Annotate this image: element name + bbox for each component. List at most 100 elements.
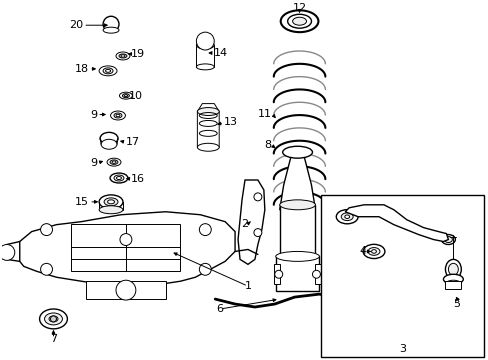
Bar (71, 224, 180, 271)
Ellipse shape (104, 198, 118, 206)
Text: 5: 5 (452, 299, 459, 309)
Ellipse shape (279, 255, 315, 264)
Text: 20: 20 (69, 20, 83, 30)
Ellipse shape (292, 17, 306, 25)
Circle shape (196, 32, 214, 50)
Polygon shape (197, 104, 219, 147)
Circle shape (120, 234, 132, 246)
Ellipse shape (196, 64, 214, 70)
Ellipse shape (116, 114, 120, 117)
Text: 9: 9 (90, 109, 97, 120)
Ellipse shape (362, 244, 384, 258)
Ellipse shape (107, 200, 114, 204)
Polygon shape (279, 150, 315, 210)
Ellipse shape (280, 10, 318, 32)
Text: 1: 1 (244, 281, 251, 291)
Ellipse shape (282, 146, 312, 158)
Ellipse shape (107, 158, 121, 166)
Ellipse shape (447, 264, 457, 275)
Text: 8: 8 (264, 140, 271, 150)
Polygon shape (238, 180, 264, 264)
Ellipse shape (441, 235, 454, 244)
Ellipse shape (275, 251, 319, 261)
Ellipse shape (99, 206, 122, 214)
Text: 4: 4 (359, 247, 366, 256)
Ellipse shape (99, 66, 117, 76)
Ellipse shape (376, 303, 388, 309)
Bar (273, 264, 279, 284)
Ellipse shape (105, 69, 110, 72)
Ellipse shape (40, 309, 67, 329)
Ellipse shape (344, 215, 349, 219)
Ellipse shape (100, 132, 118, 144)
Text: 12: 12 (292, 3, 306, 13)
Circle shape (199, 264, 211, 275)
Ellipse shape (336, 210, 357, 224)
Ellipse shape (444, 237, 451, 243)
Bar (279, 205, 315, 260)
Text: 14: 14 (214, 48, 228, 58)
Ellipse shape (445, 260, 460, 279)
Circle shape (0, 244, 15, 260)
Text: 11: 11 (257, 108, 271, 118)
Text: 10: 10 (129, 91, 142, 101)
Ellipse shape (443, 274, 462, 284)
Ellipse shape (116, 176, 121, 180)
Circle shape (253, 229, 262, 237)
Ellipse shape (341, 213, 352, 221)
Ellipse shape (124, 95, 127, 96)
Circle shape (41, 224, 52, 235)
Ellipse shape (445, 280, 460, 288)
Circle shape (253, 193, 262, 201)
Ellipse shape (196, 41, 214, 49)
Circle shape (116, 280, 136, 300)
Text: 9: 9 (90, 158, 97, 168)
Bar (275, 256, 319, 291)
Ellipse shape (99, 195, 122, 209)
Text: 16: 16 (131, 174, 144, 184)
Ellipse shape (110, 173, 128, 183)
Text: 15: 15 (75, 197, 89, 207)
Text: 2: 2 (241, 219, 247, 229)
Ellipse shape (119, 54, 127, 58)
Ellipse shape (116, 52, 130, 60)
Ellipse shape (44, 313, 62, 325)
Text: 19: 19 (131, 49, 145, 59)
Polygon shape (20, 212, 235, 284)
Ellipse shape (367, 248, 379, 255)
Text: 18: 18 (75, 64, 89, 74)
Bar (321, 195, 483, 357)
Ellipse shape (119, 92, 132, 99)
Ellipse shape (114, 113, 122, 118)
Text: 17: 17 (126, 137, 140, 147)
Ellipse shape (279, 200, 315, 210)
Circle shape (199, 224, 211, 235)
Ellipse shape (103, 68, 113, 74)
Circle shape (312, 270, 320, 278)
Ellipse shape (112, 161, 116, 163)
Ellipse shape (103, 27, 119, 33)
Circle shape (50, 316, 56, 322)
Circle shape (103, 16, 119, 32)
Bar (196, 45, 214, 67)
Circle shape (274, 270, 282, 278)
Ellipse shape (287, 14, 311, 28)
Polygon shape (345, 205, 447, 242)
Text: 3: 3 (399, 344, 406, 354)
Text: 13: 13 (224, 117, 238, 127)
Ellipse shape (110, 111, 125, 120)
Text: 6: 6 (216, 304, 223, 314)
Ellipse shape (197, 108, 219, 116)
Ellipse shape (114, 175, 123, 181)
Circle shape (41, 264, 52, 275)
Ellipse shape (101, 139, 117, 149)
Ellipse shape (197, 143, 219, 151)
Ellipse shape (49, 316, 58, 322)
Bar (86, 281, 165, 299)
Ellipse shape (121, 55, 124, 57)
Ellipse shape (122, 94, 129, 98)
Ellipse shape (110, 160, 118, 165)
Ellipse shape (371, 249, 376, 253)
Text: 7: 7 (50, 334, 57, 344)
Bar (445, 281, 460, 289)
